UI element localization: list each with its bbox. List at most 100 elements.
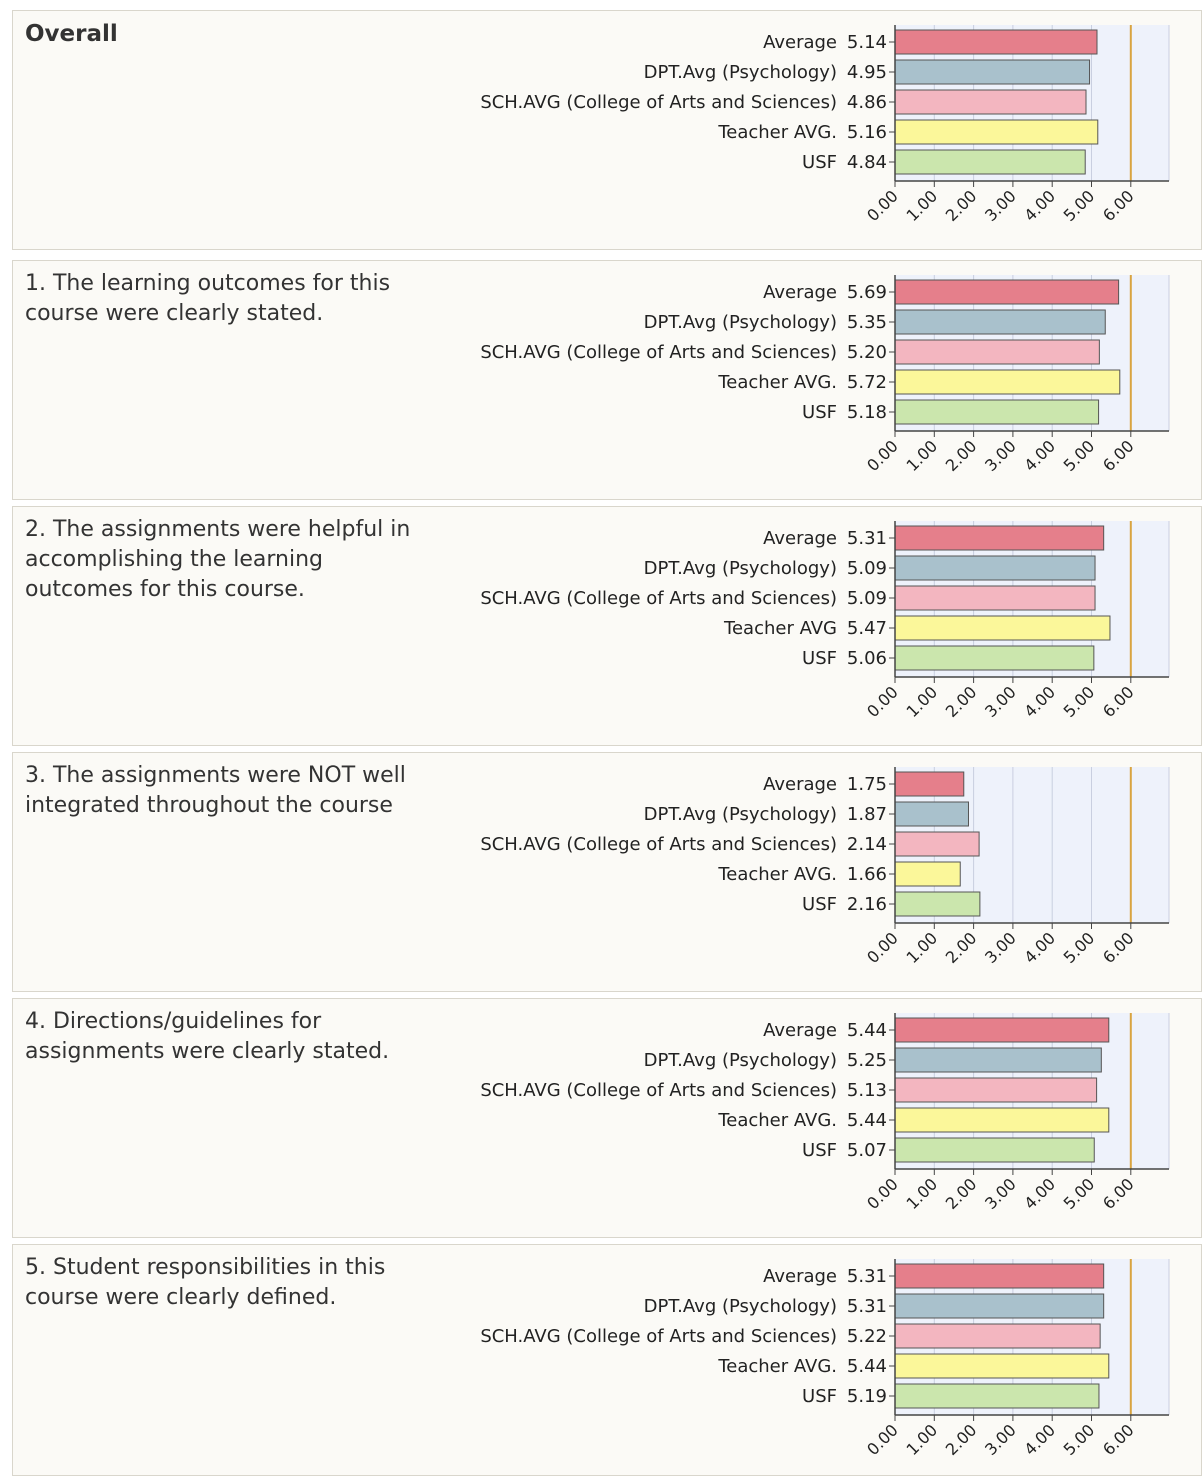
category-label: USF bbox=[802, 648, 837, 669]
panel-title: Overall bbox=[25, 21, 118, 47]
category-label: Teacher AVG. bbox=[717, 122, 837, 143]
category-label: Teacher AVG. bbox=[717, 1356, 837, 1377]
category-label: SCH.AVG (College of Arts and Sciences) bbox=[480, 588, 837, 609]
chart-panel-q4: 4. Directions/guidelines for assignments… bbox=[12, 998, 1202, 1238]
x-tick-label: 5.00 bbox=[1060, 1420, 1099, 1459]
value-label: 5.44 bbox=[847, 1356, 887, 1377]
x-tick-label: 0.00 bbox=[863, 1174, 902, 1213]
bar bbox=[894, 1017, 1110, 1043]
bar-chart: Average 5.31 DPT.Avg (Psychology) 5.31 SCH.A… bbox=[480, 1259, 1170, 1459]
value-label: 5.25 bbox=[847, 1050, 887, 1071]
x-tick-label: 1.00 bbox=[903, 1174, 942, 1213]
x-tick-label: 6.00 bbox=[1099, 928, 1138, 967]
bar bbox=[894, 1353, 1110, 1379]
category-label: Average bbox=[763, 774, 837, 795]
x-tick-label: 2.00 bbox=[942, 928, 981, 967]
x-tick-label: 3.00 bbox=[981, 682, 1020, 721]
value-label: 5.47 bbox=[847, 618, 887, 639]
x-tick-label: 4.00 bbox=[1020, 928, 1059, 967]
chart-panel-q2: 2. The assignments were helpful in accom… bbox=[12, 506, 1202, 746]
value-label: 5.13 bbox=[847, 1080, 887, 1101]
x-tick-label: 2.00 bbox=[942, 436, 981, 475]
bar bbox=[894, 1263, 1105, 1289]
x-tick-label: 3.00 bbox=[981, 186, 1020, 225]
x-tick-label: 1.00 bbox=[903, 1420, 942, 1459]
chart-panel-q3: 3. The assignments were NOT well integra… bbox=[12, 752, 1202, 992]
x-tick-label: 0.00 bbox=[863, 682, 902, 721]
value-label: 5.20 bbox=[847, 342, 887, 363]
bar bbox=[894, 1293, 1105, 1319]
category-label: SCH.AVG (College of Arts and Sciences) bbox=[480, 342, 837, 363]
value-label: 4.86 bbox=[847, 92, 887, 113]
bar bbox=[894, 1107, 1110, 1133]
bar bbox=[894, 585, 1096, 611]
x-tick-label: 0.00 bbox=[863, 436, 902, 475]
category-label: SCH.AVG (College of Arts and Sciences) bbox=[480, 1326, 837, 1347]
bar bbox=[894, 771, 965, 797]
x-tick-label: 6.00 bbox=[1099, 436, 1138, 475]
x-tick-label: 4.00 bbox=[1020, 1420, 1059, 1459]
panel-title: 3. The assignments were NOT well integra… bbox=[25, 763, 406, 818]
category-label: USF bbox=[802, 1140, 837, 1161]
bar bbox=[894, 399, 1100, 425]
panel-title: 4. Directions/guidelines for assignments… bbox=[25, 1009, 390, 1064]
x-tick-label: 2.00 bbox=[942, 682, 981, 721]
x-tick-label: 6.00 bbox=[1099, 1420, 1138, 1459]
category-label: USF bbox=[802, 152, 837, 173]
bar bbox=[894, 29, 1098, 55]
bar bbox=[894, 861, 961, 887]
value-label: 5.31 bbox=[847, 1266, 887, 1287]
bar bbox=[894, 1077, 1098, 1103]
x-tick-label: 4.00 bbox=[1020, 186, 1059, 225]
x-tick-label: 6.00 bbox=[1099, 682, 1138, 721]
bar-chart: Average 5.69 DPT.Avg (Psychology) 5.35 SCH.A… bbox=[480, 275, 1170, 475]
category-label: DPT.Avg (Psychology) bbox=[644, 558, 837, 579]
x-tick-label: 2.00 bbox=[942, 1420, 981, 1459]
x-tick-label: 5.00 bbox=[1060, 186, 1099, 225]
bar bbox=[894, 309, 1106, 335]
bar bbox=[894, 645, 1095, 671]
x-tick-label: 1.00 bbox=[903, 186, 942, 225]
category-label: DPT.Avg (Psychology) bbox=[644, 804, 837, 825]
value-label: 5.72 bbox=[847, 372, 887, 393]
value-label: 1.87 bbox=[847, 804, 887, 825]
bar-chart: Average 5.14 DPT.Avg (Psychology) 4.95 SCH.A… bbox=[480, 25, 1170, 225]
bar bbox=[894, 59, 1091, 85]
category-label: Average bbox=[763, 1020, 837, 1041]
category-label: Teacher AVG bbox=[723, 618, 837, 639]
x-tick-label: 5.00 bbox=[1060, 436, 1099, 475]
category-label: SCH.AVG (College of Arts and Sciences) bbox=[480, 1080, 837, 1101]
category-label: USF bbox=[802, 1386, 837, 1407]
x-tick-label: 5.00 bbox=[1060, 928, 1099, 967]
value-label: 4.84 bbox=[847, 152, 887, 173]
x-tick-label: 4.00 bbox=[1020, 682, 1059, 721]
value-label: 5.14 bbox=[847, 32, 887, 53]
category-label: Average bbox=[763, 528, 837, 549]
panel-title: 2. The assignments were helpful in accom… bbox=[25, 517, 411, 602]
value-label: 1.75 bbox=[847, 774, 887, 795]
bar bbox=[894, 615, 1111, 641]
x-tick-label: 2.00 bbox=[942, 186, 981, 225]
bar bbox=[894, 89, 1087, 115]
category-label: USF bbox=[802, 402, 837, 423]
value-label: 5.44 bbox=[847, 1020, 887, 1041]
value-label: 5.31 bbox=[847, 1296, 887, 1317]
x-tick-label: 4.00 bbox=[1020, 436, 1059, 475]
chart-panel-q5: 5. Student responsibilities in this cour… bbox=[12, 1244, 1202, 1476]
value-label: 5.09 bbox=[847, 558, 887, 579]
bar bbox=[894, 1047, 1102, 1073]
bar bbox=[894, 1383, 1100, 1409]
value-label: 5.44 bbox=[847, 1110, 887, 1131]
category-label: DPT.Avg (Psychology) bbox=[644, 1296, 837, 1317]
x-tick-label: 3.00 bbox=[981, 436, 1020, 475]
x-tick-label: 3.00 bbox=[981, 928, 1020, 967]
value-label: 2.14 bbox=[847, 834, 887, 855]
value-label: 5.35 bbox=[847, 312, 887, 333]
x-tick-label: 3.00 bbox=[981, 1174, 1020, 1213]
bar bbox=[894, 891, 981, 917]
x-tick-label: 1.00 bbox=[903, 682, 942, 721]
x-tick-label: 2.00 bbox=[942, 1174, 981, 1213]
bar bbox=[894, 1323, 1101, 1349]
bar-chart: Average 5.31 DPT.Avg (Psychology) 5.09 SCH.A… bbox=[480, 521, 1170, 721]
bar bbox=[894, 1137, 1095, 1163]
